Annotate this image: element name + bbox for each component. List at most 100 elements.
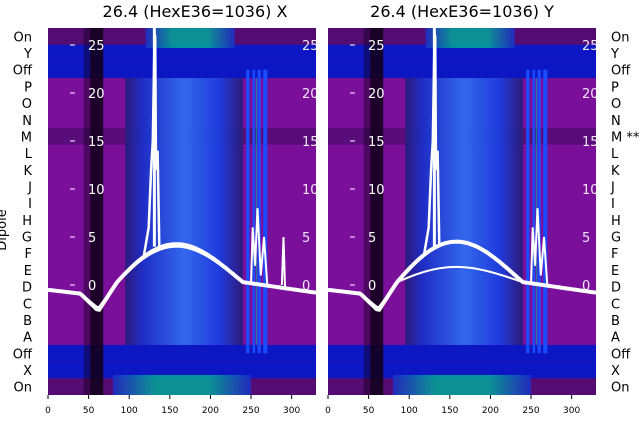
heatmap-row-band <box>48 44 316 62</box>
row-label: P <box>611 80 619 95</box>
heatmap-vertical-strip <box>252 69 256 354</box>
x-tick-label: 50 <box>363 406 375 416</box>
x-tick-label: 50 <box>83 406 95 416</box>
row-label: L <box>611 147 619 162</box>
row-label: O <box>22 97 32 112</box>
y-tick-label: 10 <box>368 183 385 198</box>
y-tick-label-right: 10 <box>302 183 319 198</box>
row-label: O <box>611 97 621 112</box>
row-label: L <box>25 147 33 162</box>
row-label: B <box>611 314 620 329</box>
row-label: A <box>611 331 620 346</box>
heatmap-dark-column <box>370 28 384 395</box>
row-label: On <box>611 30 629 45</box>
row-label: J <box>610 180 615 195</box>
y-tick-label-right: 20 <box>582 87 599 102</box>
row-label: E <box>24 264 32 279</box>
x-tick-label: 300 <box>283 406 300 416</box>
y-tick-label-right: 0 <box>582 279 590 294</box>
y-tick-label: 20 <box>88 87 105 102</box>
row-label: Y <box>23 47 32 62</box>
x-ticks-x: 0 50 100 150 200 250 300 <box>45 395 300 416</box>
heatmap-y <box>328 28 596 395</box>
heatmap-dark-column <box>90 28 104 395</box>
x-tick-label: 200 <box>482 406 499 416</box>
y-tick-label: 15 <box>88 135 105 150</box>
row-label: D <box>22 281 32 296</box>
heatmap-teal-top <box>145 28 235 49</box>
row-label: I <box>611 197 615 212</box>
row-label: On <box>14 381 32 396</box>
row-label: P <box>24 80 32 95</box>
row-label: X <box>611 364 620 379</box>
row-label: G <box>611 231 621 246</box>
heatmap-vertical-strip <box>246 69 250 354</box>
heatmap-dark-column-edge <box>83 28 91 395</box>
y-tick-label-right: 10 <box>582 183 599 198</box>
row-label: K <box>23 164 32 179</box>
row-label: M <box>21 130 32 145</box>
x-ticks-y: 0 50 100 150 200 250 300 <box>325 395 580 416</box>
row-label: X <box>23 364 32 379</box>
row-label: E <box>611 264 619 279</box>
heatmap-vertical-strip <box>526 69 530 354</box>
x-tick-label: 250 <box>522 406 539 416</box>
heatmap-vertical-strip <box>532 69 536 354</box>
row-label: M ** <box>611 130 640 145</box>
chart-title-x: 26.4 (HexE36=1036) X <box>103 2 288 21</box>
traces-x <box>47 28 317 312</box>
x-tick-label: 250 <box>242 406 259 416</box>
row-label: N <box>22 114 32 129</box>
y-tick-label: 25 <box>88 39 105 54</box>
x-tick-label: 100 <box>401 406 418 416</box>
y-tick-label-right: 5 <box>302 231 310 246</box>
heatmap-vertical-strip-teal <box>255 78 257 345</box>
x-tick-label: 100 <box>121 406 138 416</box>
row-label: Off <box>611 347 631 362</box>
y-tick-label: 25 <box>368 39 385 54</box>
trace-line-secondary <box>47 245 317 308</box>
heatmap-vertical-strip <box>537 69 541 354</box>
row-label: C <box>23 297 32 312</box>
traces-y <box>327 28 597 312</box>
x-tick-label: 0 <box>325 406 331 416</box>
x-tick-label: 150 <box>441 406 458 416</box>
row-label: On <box>14 30 32 45</box>
heatmap-row-band <box>328 361 596 379</box>
row-label: D <box>611 281 621 296</box>
y-tick-label: 15 <box>368 135 385 150</box>
y-tick-label: 10 <box>88 183 105 198</box>
row-label: J <box>27 180 32 195</box>
heatmap-dark-column-edge <box>363 28 371 395</box>
x-tick-label: 200 <box>202 406 219 416</box>
y-tick-label-right: 5 <box>582 231 590 246</box>
row-label: B <box>23 314 32 329</box>
y-tick-label-right: 25 <box>302 39 319 54</box>
row-label: Y <box>610 47 619 62</box>
panel-x: 26.4 (HexE36=1036) X Dipole On Y OffPONMLK… <box>0 2 319 416</box>
heatmap-blue-region <box>405 78 523 345</box>
row-label: F <box>25 247 32 262</box>
x-tick-label: 300 <box>563 406 580 416</box>
trace-line-secondary <box>327 265 597 308</box>
row-label: Off <box>13 64 33 79</box>
row-label: On <box>611 381 629 396</box>
trace-spike-right <box>530 208 549 286</box>
row-label: C <box>611 297 620 312</box>
x-tick-label: 150 <box>161 406 178 416</box>
heatmap-row-band <box>48 361 316 379</box>
heatmap-teal-top <box>425 28 515 49</box>
heatmap-vertical-strip-teal <box>535 78 537 345</box>
y-tick-label-right: 20 <box>302 87 319 102</box>
x-tick-label: 0 <box>45 406 51 416</box>
row-label: K <box>611 164 620 179</box>
y-axis-label-x: Dipole <box>0 209 10 250</box>
heatmap-vertical-strip <box>543 69 548 354</box>
y-tick-label: 20 <box>368 87 385 102</box>
trace-spike-small <box>280 236 287 290</box>
y-tick-label-right: 15 <box>582 135 599 150</box>
